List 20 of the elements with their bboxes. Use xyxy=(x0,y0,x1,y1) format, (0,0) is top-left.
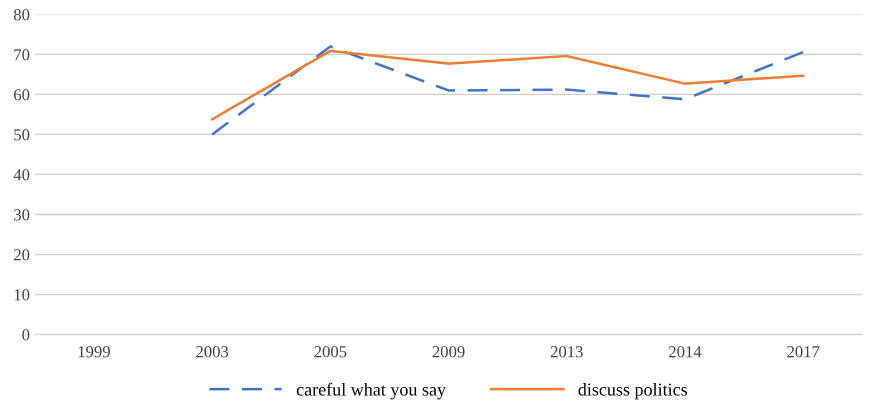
x-tick-label: 2003 xyxy=(196,346,228,358)
line-series xyxy=(210,50,804,121)
y-tick-label: 20 xyxy=(14,249,30,260)
x-tick-label: 2014 xyxy=(669,346,702,358)
legend-label: careful what you say xyxy=(296,382,446,400)
y-tick-label: 30 xyxy=(14,209,30,220)
legend-label: discuss politics xyxy=(578,382,688,400)
y-tick-label: 80 xyxy=(14,9,30,20)
x-tick-label: 2013 xyxy=(550,346,583,358)
y-tick-label: 10 xyxy=(14,289,30,300)
x-tick-label: 2005 xyxy=(314,346,346,358)
y-tick-label: 60 xyxy=(14,89,30,100)
line-series xyxy=(210,45,804,136)
x-tick-label: 2017 xyxy=(787,346,820,358)
y-tick-label: 40 xyxy=(14,169,30,180)
x-tick-label: 2009 xyxy=(432,346,465,358)
x-tick-label: 1999 xyxy=(78,346,110,358)
y-tick-label: 0 xyxy=(22,329,30,340)
y-tick-label: 50 xyxy=(14,129,30,140)
y-tick-label: 70 xyxy=(14,49,30,60)
